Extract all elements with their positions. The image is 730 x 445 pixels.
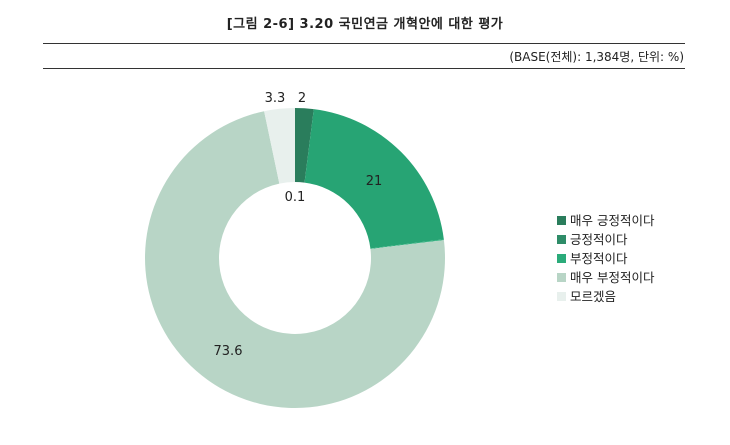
legend-swatch-icon (557, 254, 566, 263)
legend-swatch-icon (557, 292, 566, 301)
donut-slice-2 (304, 109, 444, 249)
base-note: (BASE(전체): 1,384명, 단위: %) (509, 50, 684, 64)
donut-slices (145, 108, 446, 409)
data-label: 2 (298, 91, 306, 106)
header-top-rule (43, 43, 685, 44)
legend-item: 매우 부정적이다 (557, 268, 654, 287)
legend-swatch-icon (557, 235, 566, 244)
legend-label: 모르겠음 (570, 289, 617, 304)
data-label: 3.3 (265, 91, 286, 106)
data-labels: 2 21 0.1 73.6 3.3 (214, 91, 383, 359)
legend-label: 매우 긍정적이다 (570, 213, 655, 228)
legend-item: 부정적이다 (557, 249, 654, 268)
donut-slice-4 (145, 111, 446, 409)
legend-swatch-icon (557, 273, 566, 282)
legend-item: 긍정적이다 (557, 230, 654, 249)
legend-label: 부정적이다 (570, 251, 628, 266)
donut-slice-1 (295, 108, 314, 183)
header-bottom-rule (43, 68, 685, 69)
data-label: 0.1 (285, 190, 306, 205)
legend-item: 모르겠음 (557, 287, 654, 306)
data-label: 73.6 (214, 344, 243, 359)
figure-title: [그림 2-6] 3.20 국민연금 개혁안에 대한 평가 (226, 17, 504, 32)
legend-item: 매우 긍정적이다 (557, 211, 654, 230)
legend-label: 긍정적이다 (570, 232, 628, 247)
donut-slice-3 (370, 239, 444, 249)
data-label: 21 (366, 174, 383, 189)
legend-swatch-icon (557, 216, 566, 225)
donut-slice-5 (264, 108, 295, 184)
legend-label: 매우 부정적이다 (570, 270, 655, 285)
